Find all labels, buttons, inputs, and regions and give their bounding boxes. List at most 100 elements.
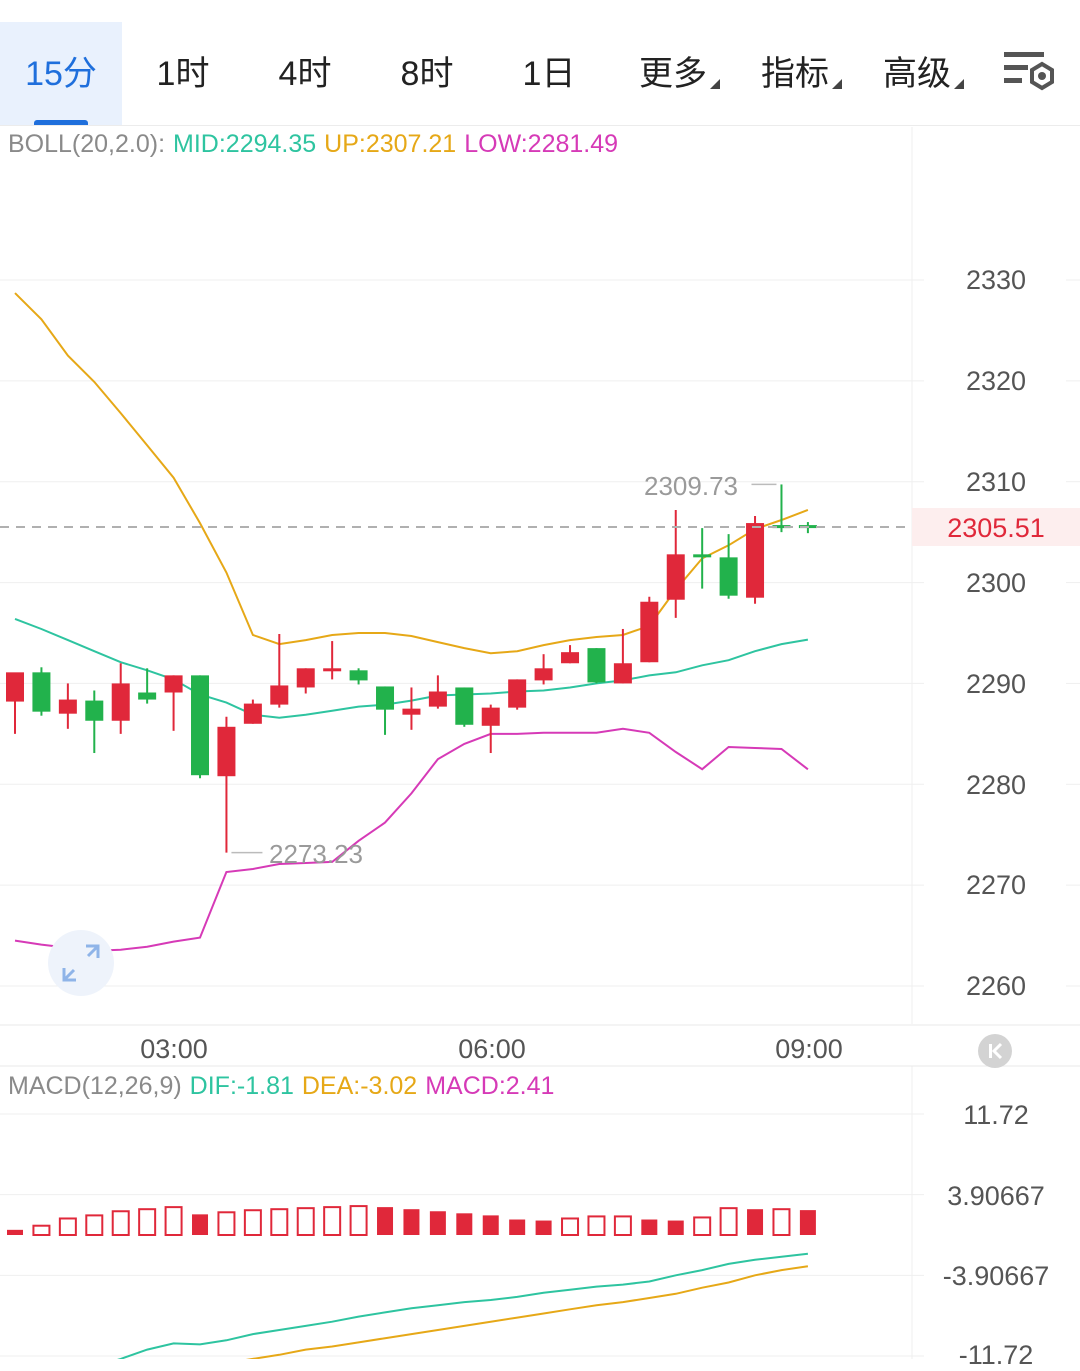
candle-body: [376, 686, 395, 710]
macd-histogram-bar: [587, 1215, 606, 1236]
tab-4hour[interactable]: 4时: [244, 22, 366, 125]
boll-legend-name: BOLL(20,2.0):: [8, 130, 166, 158]
macd-dea-line: [245, 1265, 809, 1359]
macd-histogram-bar: [164, 1206, 183, 1237]
settings-sliders-icon[interactable]: [1000, 48, 1060, 98]
y-tick-label: 2330: [965, 265, 1027, 295]
macd-histogram-bar: [719, 1207, 738, 1236]
macd-histogram-bar: [561, 1217, 580, 1236]
y-tick-label: 2310: [965, 467, 1027, 497]
tab-label: 4时: [278, 55, 332, 93]
macd-histogram-bar: [667, 1220, 684, 1235]
boll-mid-value: MID:2294.35: [173, 130, 317, 158]
macd-y-tick-label: 11.72: [963, 1100, 1029, 1130]
candle-body: [296, 668, 315, 688]
candle-body: [349, 670, 368, 681]
macd-histogram-bar: [509, 1219, 526, 1235]
candle-body: [138, 692, 157, 700]
timeframe-tab-bar: 15分 1时 4时 8时 1日 更多 指标 高级: [0, 0, 1080, 126]
tab-1day[interactable]: 1日: [488, 22, 610, 125]
dropdown-corner-icon: [710, 79, 720, 89]
x-tick-label: 03:00: [140, 1034, 208, 1064]
macd-dif-line: [117, 1252, 809, 1359]
macd-histogram-bar: [456, 1213, 473, 1235]
candle-body: [561, 652, 580, 664]
candle-body: [191, 675, 210, 776]
candle-body: [32, 672, 51, 712]
candle-body: [613, 663, 632, 684]
y-tick-label: 2280: [965, 770, 1027, 800]
macd-histogram-bar: [243, 1209, 262, 1236]
macd-y-tick-label: 3.90667: [947, 1181, 1045, 1211]
macd-histogram-bar: [641, 1219, 658, 1235]
x-tick-label: 06:00: [458, 1034, 526, 1064]
candle-body: [455, 687, 474, 725]
macd-legend: MACD(12,26,9) DIF:-1.81 DEA:-3.02 MACD:2.41: [8, 1072, 562, 1101]
candle-body: [6, 672, 24, 702]
macd-histogram-bar: [747, 1209, 764, 1235]
macd-y-tick-label: -11.72: [958, 1340, 1034, 1370]
macd-histogram-bar: [138, 1208, 157, 1237]
macd-histogram-bar: [349, 1205, 368, 1237]
candle-body: [164, 675, 183, 693]
candle-body: [481, 707, 500, 726]
macd-histogram-bar: [296, 1207, 315, 1236]
macd-dif-value: DIF:-1.81: [189, 1072, 294, 1100]
candle-body: [402, 708, 421, 715]
candle-body: [587, 648, 606, 683]
tab-label: 高级: [883, 55, 951, 93]
low-price-annotation: 2273.23: [269, 839, 363, 869]
candle-body: [243, 703, 262, 724]
boll-lower-line: [14, 727, 809, 952]
tab-15min[interactable]: 15分: [0, 22, 122, 125]
macd-histogram-bar: [192, 1214, 209, 1235]
boll-low-value: LOW:2281.49: [464, 130, 619, 158]
macd-histogram-bar: [58, 1217, 77, 1236]
scroll-to-latest-icon: [989, 1042, 1003, 1060]
macd-histogram-bar: [613, 1215, 632, 1236]
macd-histogram-bar: [85, 1214, 104, 1236]
candle-body: [772, 525, 791, 529]
candle-body: [746, 523, 765, 598]
current-price-tag: 2305.51: [912, 508, 1080, 546]
x-tick-label: 09:00: [775, 1034, 843, 1064]
candle-body: [428, 691, 447, 707]
y-tick-label: 2320: [965, 366, 1027, 396]
tab-8hour[interactable]: 8时: [366, 22, 488, 125]
candle-body: [323, 668, 342, 672]
macd-y-tick-label: -3.90667: [942, 1261, 1050, 1291]
macd-histogram-bar: [535, 1220, 552, 1235]
candle-body: [719, 557, 738, 596]
y-tick-label: 2270: [965, 870, 1027, 900]
candle-body: [217, 726, 236, 777]
tab-label: 更多: [639, 55, 707, 93]
candle-body: [640, 601, 659, 663]
candle-body: [270, 685, 289, 705]
expand-arrows-icon: [62, 944, 100, 982]
candle-body: [85, 700, 104, 721]
tab-more[interactable]: 更多: [612, 22, 734, 125]
scroll-to-latest-button[interactable]: [978, 1034, 1012, 1068]
macd-histogram-bar: [377, 1207, 394, 1235]
macd-histogram-bar: [111, 1210, 130, 1237]
candle-body: [534, 668, 553, 681]
macd-histogram-bar: [270, 1208, 289, 1237]
expand-chart-button[interactable]: [48, 930, 114, 996]
macd-dea-value: DEA:-3.02: [301, 1072, 418, 1100]
macd-histogram-bar: [429, 1211, 446, 1235]
macd-histogram-bar: [482, 1215, 499, 1235]
y-tick-label: 2260: [965, 971, 1027, 1001]
tab-indicators[interactable]: 指标: [734, 22, 856, 125]
macd-histogram-bar: [217, 1211, 236, 1237]
macd-histogram-value: MACD:2.41: [425, 1072, 555, 1100]
macd-histogram-bar: [693, 1216, 712, 1237]
dropdown-corner-icon: [832, 79, 842, 89]
candle-body: [111, 683, 130, 721]
tab-advanced[interactable]: 高级: [856, 22, 978, 125]
macd-histogram-bar: [799, 1210, 816, 1235]
tab-1hour[interactable]: 1时: [122, 22, 244, 125]
active-tab-underline: [34, 120, 88, 125]
macd-histogram-bar: [323, 1206, 342, 1237]
tab-label: 1日: [522, 55, 576, 93]
